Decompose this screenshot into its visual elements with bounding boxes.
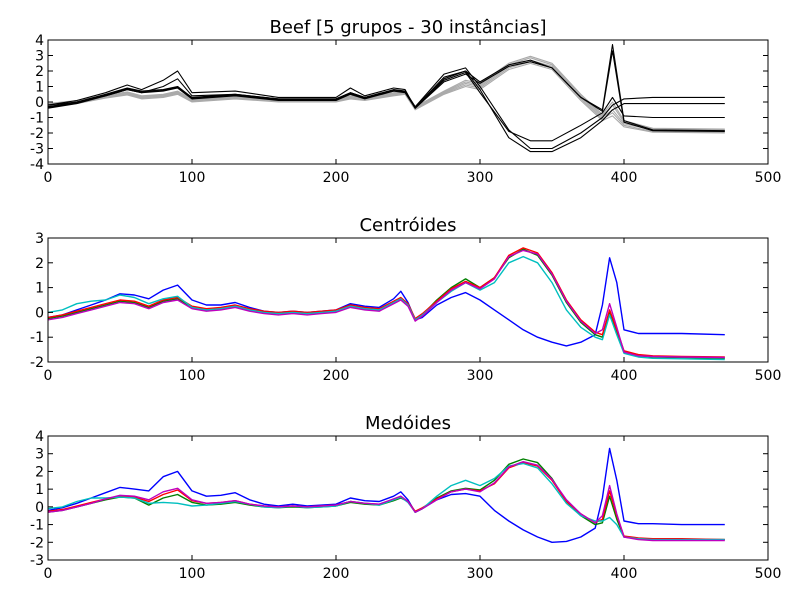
y-tick-label: 1 [35,80,44,96]
y-tick-label: 0 [35,95,44,111]
x-tick-label: 0 [44,368,53,384]
y-tick-label: -4 [30,157,44,173]
x-tick-label: 500 [755,170,782,186]
series-line-3 [47,255,725,361]
series-line-0 [47,447,725,543]
x-tick-label: 500 [755,566,782,582]
chart-panel-centroides: Centróides 0 100 200 300 400 500 -2 -1 0 1 2 3 [30,215,781,384]
x-tick-label: 400 [611,566,638,582]
series-group [47,44,725,153]
y-tick-label: -3 [30,553,44,569]
y-tick-label: 0 [35,305,44,321]
series-line-8 [47,70,725,153]
y-tick-label: -2 [30,535,44,551]
series-line-5 [47,44,725,132]
series-line-7 [47,67,725,150]
x-tick-label: 0 [44,566,53,582]
y-tick-label: -3 [30,142,44,158]
series-group [47,447,725,543]
series-line-2 [47,61,725,133]
y-tick-label: 3 [35,49,44,65]
series-line-1 [47,458,725,541]
chart-title: Medóides [365,413,451,434]
series-line-9 [47,71,725,142]
x-tick-label: 100 [179,170,206,186]
y-tick-label: 1 [35,482,44,498]
y-tick-label: 3 [35,447,44,463]
series-line-4 [47,62,725,134]
chart-panel-beef: Beef [5 grupos - 30 instâncias]0 100 200 30… [30,17,781,186]
x-tick-label: 0 [44,170,53,186]
chart-panel-medoides: Medóides 0 100 200 300 400 500 -3 -2-1 0 1 23 4 [30,413,781,582]
chart-title: Centróides [359,215,456,236]
series-group [47,247,725,361]
series-line-4 [47,461,725,542]
x-tick-label: 300 [467,368,494,384]
y-tick-label: 1 [35,281,44,297]
y-tick-label: 3 [35,231,44,247]
series-line-0 [47,257,725,347]
series-line-0 [47,59,725,132]
x-tick-label: 400 [611,368,638,384]
y-tick-label: 2 [35,464,44,480]
y-tick-label: -1 [30,330,44,346]
series-line-4 [47,249,725,359]
x-tick-label: 200 [323,170,350,186]
y-tick-label: -1 [30,518,44,534]
x-tick-label: 100 [179,368,206,384]
x-tick-label: 500 [755,368,782,384]
y-tick-label: 0 [35,500,44,516]
y-tick-label: -2 [30,355,44,371]
x-tick-label: 100 [179,566,206,582]
y-tick-label: 2 [35,64,44,80]
series-line-3 [47,462,725,541]
plot-frame [47,237,769,363]
y-tick-label: 4 [35,429,44,445]
x-tick-label: 400 [611,170,638,186]
x-tick-label: 200 [323,368,350,384]
x-tick-label: 300 [467,566,494,582]
y-tick-label: 2 [35,256,44,272]
series-line-2 [47,247,725,358]
plot-frame [47,39,769,165]
x-tick-label: 200 [323,566,350,582]
series-line-1 [47,57,725,131]
plot-frame [47,435,769,561]
y-tick-label: -2 [30,126,44,142]
x-tick-label: 300 [467,170,494,186]
y-tick-label: -1 [30,111,44,127]
chart-title: Beef [5 grupos - 30 instâncias] [270,17,547,38]
y-tick-label: 4 [35,33,44,49]
